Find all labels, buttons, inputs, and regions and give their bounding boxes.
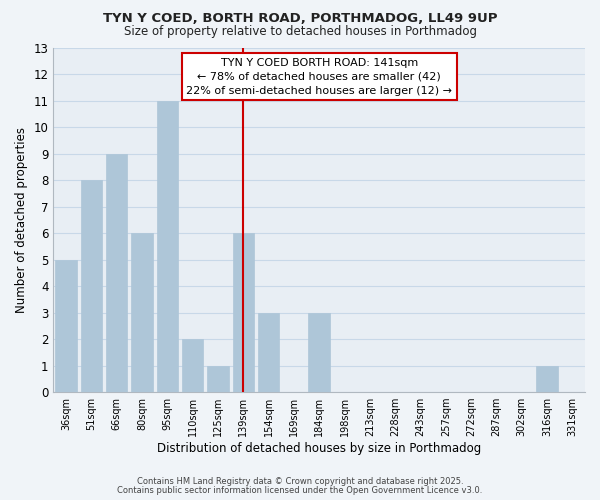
- Text: Contains HM Land Registry data © Crown copyright and database right 2025.: Contains HM Land Registry data © Crown c…: [137, 477, 463, 486]
- Bar: [80, 180, 102, 392]
- Bar: [308, 312, 330, 392]
- Bar: [258, 312, 280, 392]
- Bar: [157, 100, 178, 392]
- Bar: [207, 366, 229, 392]
- Bar: [536, 366, 558, 392]
- Bar: [55, 260, 77, 392]
- Bar: [233, 233, 254, 392]
- Bar: [106, 154, 127, 392]
- X-axis label: Distribution of detached houses by size in Porthmadog: Distribution of detached houses by size …: [157, 442, 481, 455]
- Bar: [131, 233, 153, 392]
- Text: Size of property relative to detached houses in Porthmadog: Size of property relative to detached ho…: [124, 25, 476, 38]
- Text: Contains public sector information licensed under the Open Government Licence v3: Contains public sector information licen…: [118, 486, 482, 495]
- Text: TYN Y COED BORTH ROAD: 141sqm
← 78% of detached houses are smaller (42)
22% of s: TYN Y COED BORTH ROAD: 141sqm ← 78% of d…: [186, 58, 452, 96]
- Text: TYN Y COED, BORTH ROAD, PORTHMADOG, LL49 9UP: TYN Y COED, BORTH ROAD, PORTHMADOG, LL49…: [103, 12, 497, 26]
- Y-axis label: Number of detached properties: Number of detached properties: [15, 127, 28, 313]
- Bar: [182, 339, 203, 392]
